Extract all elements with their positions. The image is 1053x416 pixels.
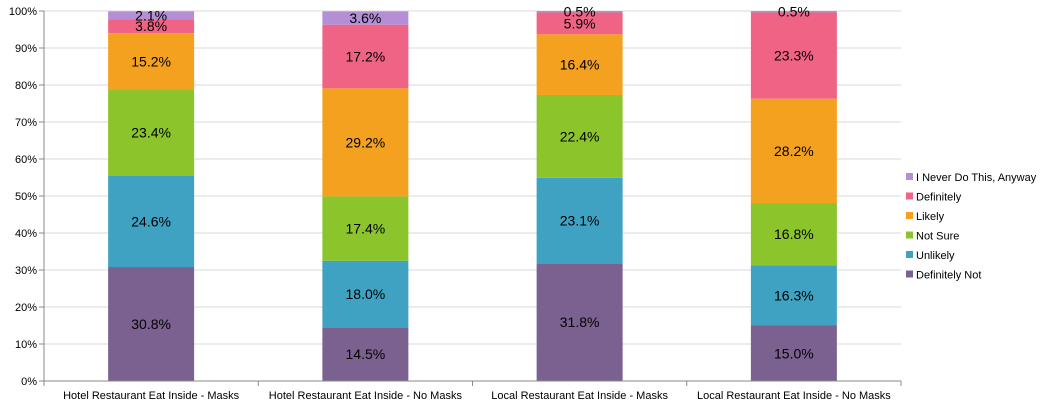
legend-label: Unlikely (916, 250, 955, 262)
bar-segment (750, 12, 837, 99)
data-label: 15.2% (131, 53, 171, 69)
data-label: 23.3% (774, 48, 814, 64)
bar-segment (322, 260, 409, 328)
data-label: 3.8% (135, 18, 167, 34)
data-label: 3.6% (349, 10, 381, 26)
legend: I Never Do This, Anyway Definitely Likely N… (906, 172, 1037, 282)
bar-segment (536, 11, 623, 13)
data-label: 16.4% (560, 57, 600, 73)
data-label: 0.5% (778, 4, 810, 20)
data-label: 0.5% (564, 4, 596, 20)
data-label: 29.2% (346, 134, 386, 150)
legend-swatch (906, 212, 913, 219)
data-label: 30.8% (131, 316, 171, 332)
y-tick-label: 70% (15, 117, 37, 129)
data-label: 24.6% (131, 214, 171, 230)
data-label: 22.4% (560, 128, 600, 144)
bar-segment (322, 11, 409, 25)
legend-label: Definitely (916, 192, 962, 204)
y-tick-label: 40% (15, 228, 37, 240)
bar-segment (536, 263, 623, 381)
data-label: 14.5% (346, 346, 386, 362)
legend-label: Not Sure (916, 231, 959, 243)
data-label: 2.1% (135, 7, 167, 23)
bar-segment (750, 11, 837, 13)
legend-swatch (906, 192, 913, 200)
y-tick-label: 0% (21, 376, 37, 388)
data-label: 17.4% (346, 221, 386, 237)
bar-segment (108, 267, 195, 381)
bars (108, 11, 837, 381)
bar-segment (108, 89, 195, 177)
bar-segment (108, 33, 195, 90)
data-label: 15.0% (774, 345, 814, 361)
bar-segment (322, 24, 409, 89)
data-label: 31.8% (560, 314, 600, 330)
data-labels: 30.8% 24.6% 23.4% 15.2% 3.8%2.1% 14.5% 18.0% 17… (131, 4, 813, 362)
data-label: 28.2% (774, 143, 814, 159)
bar-segment (536, 34, 623, 95)
bar-segment (750, 203, 837, 266)
legend-swatch (906, 173, 913, 180)
data-label: 17.2% (346, 49, 386, 65)
legend-swatch (906, 270, 913, 278)
bar-segment (750, 265, 837, 326)
x-category-label: Local Restaurant Eat Inside - Masks (491, 390, 668, 402)
legend-label: Likely (916, 211, 945, 223)
legend-swatch (906, 231, 913, 239)
legend-label: Definitely Not (916, 270, 981, 282)
bar-segment (322, 196, 409, 261)
data-label: 23.4% (131, 125, 171, 141)
bar-segment (750, 325, 837, 381)
x-category-label: Hotel Restaurant Eat Inside - No Masks (269, 390, 463, 402)
y-tick-label: 20% (15, 302, 37, 314)
bar-segment (108, 11, 195, 20)
x-category-label: Local Restaurant Eat Inside - No Masks (697, 390, 891, 402)
legend-swatch (906, 251, 913, 258)
bar-segment (108, 176, 195, 268)
y-tick-label: 30% (15, 265, 37, 277)
data-label: 16.3% (774, 287, 814, 303)
y-tick-label: 60% (15, 154, 37, 166)
y-tick-label: 100% (9, 6, 37, 18)
bar-segment (536, 177, 623, 264)
legend-label: I Never Do This, Anyway (916, 172, 1037, 184)
axes: 0% 10% 20% 30% 40% 50% 60% 70% 80% 90% 100% Hotel R… (9, 6, 902, 402)
bar-segment (536, 94, 623, 178)
data-label: 16.8% (774, 226, 814, 242)
y-tick-label: 80% (15, 80, 37, 92)
x-category-label: Hotel Restaurant Eat Inside - Masks (63, 390, 240, 402)
bar-segment (322, 88, 409, 197)
bar-segment (322, 327, 409, 381)
data-label: 5.9% (564, 15, 596, 31)
bar-segment (750, 98, 837, 204)
data-label: 23.1% (560, 213, 600, 229)
bar-segment (108, 19, 195, 34)
y-tick-label: 10% (15, 339, 37, 351)
data-label: 18.0% (346, 286, 386, 302)
y-tick-label: 90% (15, 43, 37, 55)
bar-segment (536, 12, 623, 35)
y-tick-label: 50% (15, 191, 37, 203)
